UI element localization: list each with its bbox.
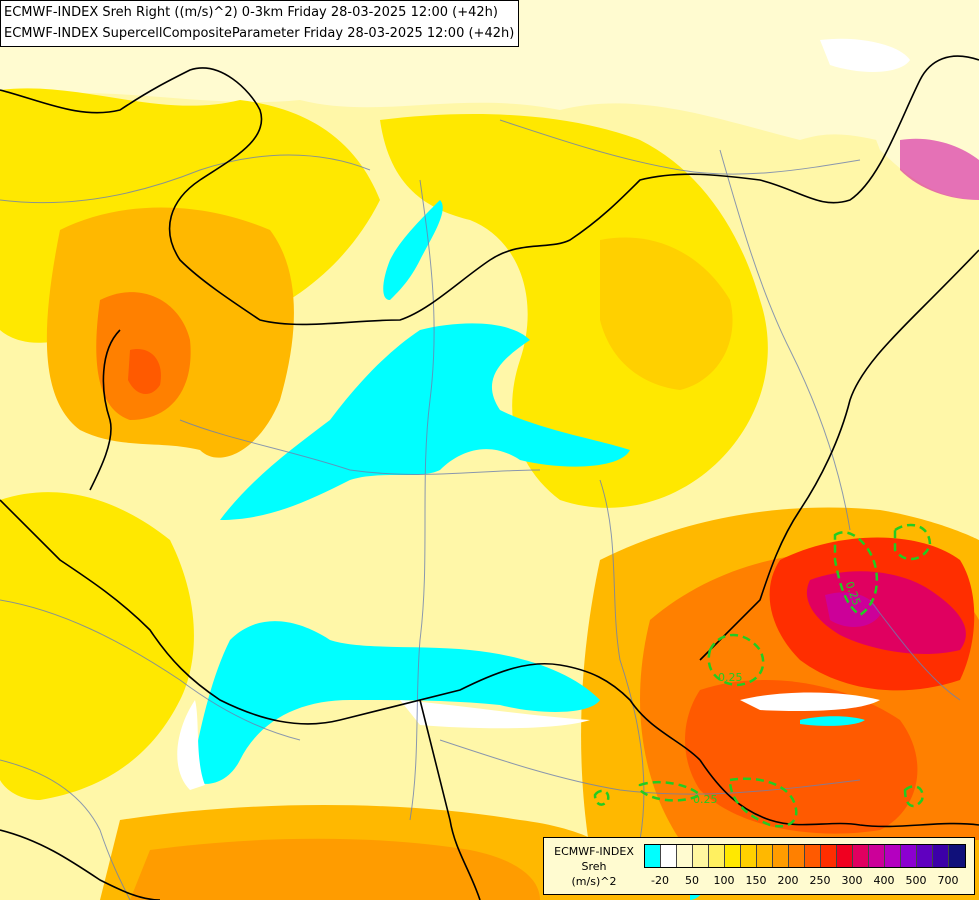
legend-swatch (917, 845, 933, 867)
scp-contours (593, 523, 932, 828)
field-cyan-south-band (190, 621, 600, 784)
field-white-rim-3 (740, 692, 880, 711)
legend-swatch (853, 845, 869, 867)
legend-tick-label: 700 (937, 874, 959, 887)
legend-title-line-2: Sreh (581, 860, 607, 873)
legend-swatch (725, 845, 741, 867)
legend-swatch (885, 845, 901, 867)
legend-ticks: -20 50 100 150 200 250 300 400 500 700 (644, 874, 969, 890)
legend-tick-label: 300 (841, 874, 863, 887)
field-cyan-north-strip (383, 200, 443, 300)
map-title-box: ECMWF-INDEX Sreh Right ((m/s)^2) 0-3km F… (0, 0, 520, 47)
legend-swatch (693, 845, 709, 867)
scp-contour-se-small (903, 785, 924, 808)
legend-tick-label: 250 (809, 874, 831, 887)
map-title-line-1: ECMWF-INDEX Sreh Right ((m/s)^2) 0-3km F… (4, 5, 498, 20)
field-white-rim-2 (400, 700, 590, 729)
legend-swatch (901, 845, 917, 867)
legend-swatch (789, 845, 805, 867)
field-white-north (820, 38, 910, 72)
legend-tick-label: 200 (777, 874, 799, 887)
admin-boundaries (0, 119, 961, 900)
field-cyan-se-patch (800, 716, 865, 726)
legend-swatch (757, 845, 773, 867)
legend-tick-label: -20 (651, 874, 669, 887)
field-cyan-central (220, 323, 630, 520)
field-deep-orange-south (130, 838, 540, 900)
legend-swatch (805, 845, 821, 867)
legend-tick-label: 150 (745, 874, 767, 887)
legend-swatch (821, 845, 837, 867)
field-magenta-ne (900, 138, 979, 200)
legend-swatch (837, 845, 853, 867)
legend-swatch (933, 845, 949, 867)
legend-swatch (949, 845, 965, 867)
field-red-se-lower (685, 680, 918, 834)
legend-title-line-1: ECMWF-INDEX (554, 845, 634, 858)
legend-swatch (773, 845, 789, 867)
legend-title: ECMWF-INDEX Sreh (m/s)^2 (548, 844, 640, 889)
legend-tick-label: 50 (685, 874, 699, 887)
field-orange-central (600, 237, 733, 390)
legend-swatch (869, 845, 885, 867)
field-white-rim-1 (177, 700, 205, 790)
field-red-west-core (128, 349, 161, 395)
scp-contour-label-south: 0.25 (693, 793, 718, 806)
field-yellow-central (380, 114, 768, 508)
scp-contour-ne-small (893, 523, 932, 561)
legend-swatch (645, 845, 661, 867)
color-legend: ECMWF-INDEX Sreh (m/s)^2 -20 50 100 150 200 2… (543, 837, 975, 895)
legend-color-bar (644, 844, 966, 868)
legend-swatch (709, 845, 725, 867)
legend-swatch (677, 845, 693, 867)
scp-contour-mid (707, 633, 765, 687)
legend-tick-label: 100 (713, 874, 735, 887)
legend-swatch (741, 845, 757, 867)
legend-swatch (661, 845, 677, 867)
legend-tick-label: 500 (905, 874, 927, 887)
map-title-line-2: ECMWF-INDEX SupercellCompositeParameter … (4, 26, 515, 41)
field-crimson-se (806, 571, 966, 655)
legend-title-line-3: (m/s)^2 (571, 875, 617, 888)
scp-contour-south-2 (728, 777, 798, 828)
field-yellow-sw (0, 492, 194, 800)
country-borders (0, 55, 979, 900)
scp-contour-label-mid: 0.25 (718, 671, 743, 684)
scp-contour-east (833, 531, 879, 617)
scp-contour-sw-small (593, 789, 610, 806)
legend-tick-label: 400 (873, 874, 895, 887)
